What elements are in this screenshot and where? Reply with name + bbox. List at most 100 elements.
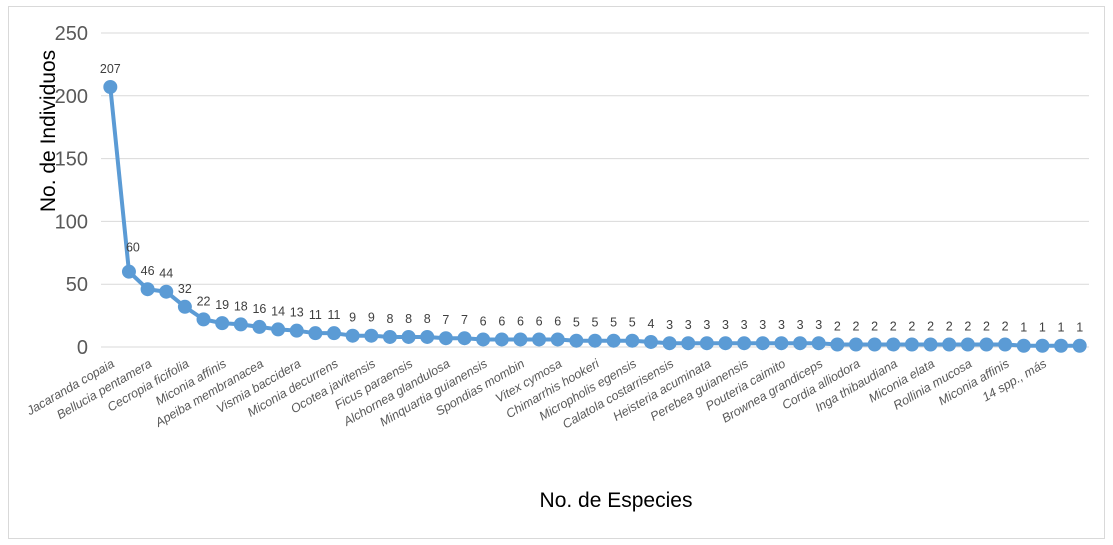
data-point (233, 317, 248, 332)
data-point (606, 333, 621, 348)
gridlines (101, 32, 1089, 348)
data-label: 11 (328, 308, 341, 322)
data-label: 3 (759, 318, 766, 332)
data-point (196, 312, 211, 327)
data-point (476, 332, 491, 347)
data-point (830, 337, 845, 352)
data-point (569, 333, 584, 348)
data-label: 1 (1076, 321, 1083, 335)
data-point (513, 332, 528, 347)
data-point (271, 322, 286, 337)
data-label: 3 (703, 318, 710, 332)
data-point (998, 337, 1013, 352)
data-point (494, 332, 509, 347)
data-point (382, 329, 397, 344)
data-label: 8 (386, 312, 393, 326)
data-label: 9 (349, 311, 356, 325)
data-point (960, 337, 975, 352)
data-point (979, 337, 994, 352)
data-label: 207 (100, 62, 121, 76)
data-label: 8 (424, 312, 431, 326)
data-point (457, 331, 472, 346)
y-tick-label: 100 (55, 211, 88, 233)
data-label: 2 (871, 319, 878, 333)
x-axis-title: No. de Especies (540, 489, 693, 512)
data-point (103, 80, 118, 95)
data-point (1035, 338, 1050, 353)
data-point (177, 299, 192, 314)
data-point (811, 336, 826, 351)
chart-frame: 0 50 100 150 200 250 Jacaranda copaia Bellucia… (8, 6, 1105, 539)
data-point (364, 328, 379, 343)
data-label: 2 (983, 319, 990, 333)
y-axis-tick-labels: 0 50 100 150 200 250 (55, 23, 88, 359)
data-label: 1 (1020, 321, 1027, 335)
data-point (718, 336, 733, 351)
data-point (140, 282, 155, 297)
line-chart: 0 50 100 150 200 250 Jacaranda copaiaBellucia… (23, 23, 1089, 512)
data-point (532, 332, 547, 347)
data-label: 5 (610, 316, 617, 330)
data-point (401, 329, 416, 344)
data-point (252, 319, 267, 334)
data-label: 6 (536, 314, 543, 328)
data-point (345, 328, 360, 343)
data-label: 5 (573, 316, 580, 330)
data-point (588, 333, 602, 348)
data-label: 1 (1058, 321, 1065, 335)
data-label: 44 (159, 267, 173, 281)
y-tick-label: 0 (77, 337, 88, 359)
data-label: 6 (517, 314, 524, 328)
data-label: 22 (197, 294, 211, 308)
data-point (774, 336, 789, 351)
data-label: 19 (215, 298, 229, 312)
data-label: 6 (554, 314, 561, 328)
data-label: 5 (629, 316, 636, 330)
data-label: 18 (234, 299, 248, 313)
data-label: 2 (890, 319, 897, 333)
data-point (550, 332, 565, 347)
data-point (1072, 338, 1087, 353)
data-label: 9 (368, 311, 375, 325)
data-label: 8 (405, 312, 412, 326)
data-point (699, 336, 714, 351)
data-point (737, 336, 752, 351)
data-point (625, 333, 640, 348)
data-label: 1 (1039, 321, 1046, 335)
data-label: 3 (741, 318, 748, 332)
data-point (886, 337, 901, 352)
data-label: 7 (442, 313, 449, 327)
data-point (942, 337, 957, 352)
data-label: 3 (666, 318, 673, 332)
series-points (103, 80, 1087, 353)
data-label: 3 (778, 318, 785, 332)
data-label: 32 (178, 282, 192, 296)
data-label: 60 (126, 241, 140, 255)
data-point (923, 337, 938, 352)
data-label: 2 (964, 319, 971, 333)
data-label: 7 (461, 313, 468, 327)
data-label: 46 (141, 264, 155, 278)
y-tick-label: 200 (55, 86, 88, 108)
data-label: 3 (815, 318, 822, 332)
y-tick-label: 250 (55, 23, 88, 45)
data-label: 6 (498, 314, 505, 328)
data-point (867, 337, 882, 352)
data-label: 16 (252, 302, 266, 316)
data-label: 4 (647, 317, 654, 331)
y-tick-label: 150 (55, 149, 88, 171)
data-point (662, 336, 677, 351)
data-label: 2 (946, 319, 953, 333)
data-label: 6 (480, 314, 487, 328)
y-tick-label: 50 (66, 274, 88, 296)
data-point (121, 264, 136, 279)
data-label: 3 (797, 318, 804, 332)
data-point (1054, 338, 1069, 353)
data-point (848, 337, 863, 352)
data-label: 2 (853, 319, 860, 333)
data-label: 2 (908, 319, 915, 333)
data-point (643, 334, 658, 349)
data-label: 13 (290, 306, 304, 320)
data-label: 14 (271, 304, 285, 318)
